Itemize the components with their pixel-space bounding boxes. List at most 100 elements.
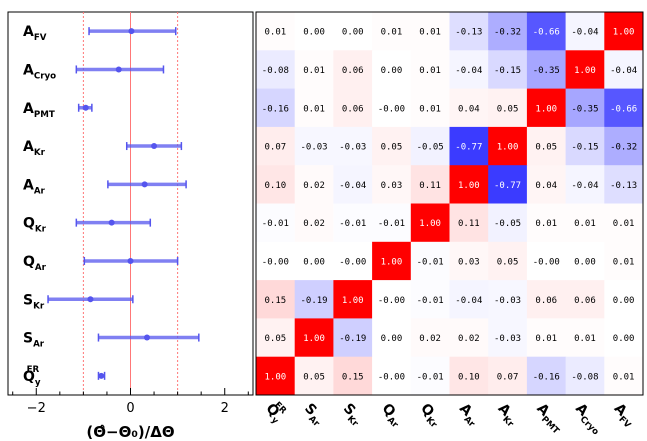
- pull-point: [87, 296, 94, 303]
- heatmap-cell-value: -0.15: [571, 143, 598, 153]
- heatmap-cell-value: 0.05: [535, 143, 557, 153]
- heatmap-cell: [333, 318, 373, 358]
- heatmap-cell-value: 0.00: [381, 66, 403, 76]
- heatmap-cell: [372, 241, 412, 281]
- heatmap-cell: [256, 280, 296, 319]
- heatmap-column-label: QKr: [415, 401, 445, 431]
- heatmap-cell-value: 0.00: [613, 334, 635, 344]
- heatmap-cell: [449, 203, 489, 243]
- heatmap-cell-value: -0.16: [533, 372, 560, 382]
- pull-row-label: ACryo: [23, 62, 56, 81]
- heatmap-column-label: APMT: [531, 401, 567, 437]
- heatmap-cell-value: -0.03: [494, 334, 521, 344]
- heatmap-cell-value: 0.01: [303, 104, 325, 114]
- heatmap-cell: [604, 356, 644, 396]
- heatmap-cell-value: -0.00: [378, 296, 405, 306]
- heatmap-cell: [410, 356, 450, 396]
- heatmap-cell: [488, 280, 528, 319]
- heatmap-cell: [604, 126, 644, 166]
- pull-row-label: APMT: [23, 101, 55, 120]
- heatmap-cell-value: 0.05: [497, 104, 519, 114]
- heatmap-cell-value: 0.00: [303, 28, 325, 38]
- heatmap-cell: [333, 50, 373, 90]
- heatmap-cell: [256, 12, 296, 51]
- heatmap-cell-value: 0.06: [574, 296, 596, 306]
- heatmap-cell-value: 0.04: [458, 104, 480, 114]
- heatmap-cell: [488, 50, 528, 90]
- heatmap-cell-value: 0.03: [458, 257, 480, 267]
- heatmap-cell-value: 0.03: [381, 181, 403, 191]
- heatmap-cell: [410, 318, 450, 358]
- heatmap-cell-value: 0.01: [419, 28, 441, 38]
- heatmap-cell-value: -0.03: [301, 143, 328, 153]
- heatmap-cell: [333, 241, 373, 281]
- heatmap-cell: [410, 280, 450, 319]
- heatmap-cell-value: -0.04: [571, 181, 598, 191]
- heatmap-cell: [449, 280, 489, 319]
- heatmap-cell-value: -0.01: [417, 296, 444, 306]
- pull-row-label: QyER: [23, 365, 41, 388]
- heatmap-cell: [526, 126, 567, 166]
- heatmap-cell: [372, 88, 412, 128]
- heatmap-cell: [256, 318, 296, 358]
- heatmap-cell: [488, 165, 528, 204]
- heatmap-cell: [565, 241, 605, 281]
- heatmap-cell-value: 0.06: [342, 66, 364, 76]
- heatmap-cell: [256, 126, 296, 166]
- pull-row-label: SKr: [23, 292, 45, 311]
- heatmap-cell: [372, 280, 412, 319]
- heatmap-cell: [256, 203, 296, 243]
- heatmap-column-label: SKr: [338, 401, 367, 430]
- heatmap-cell-value: 0.10: [265, 181, 287, 191]
- x-tick-label: −2: [27, 401, 46, 416]
- heatmap-cell-value: -0.66: [533, 28, 560, 38]
- heatmap-cell-value: -0.77: [494, 181, 521, 191]
- heatmap-cell-value: 0.06: [342, 104, 364, 114]
- heatmap-cell-value: 0.07: [265, 143, 287, 153]
- heatmap-cell: [256, 50, 296, 90]
- heatmap-cell-value: 0.01: [419, 66, 441, 76]
- heatmap-cell-value: 0.00: [613, 296, 635, 306]
- heatmap-cell: [604, 88, 644, 128]
- heatmap-cell-value: 1.00: [458, 181, 480, 191]
- heatmap-cell: [372, 203, 412, 243]
- heatmap-cell-value: -0.00: [378, 372, 405, 382]
- heatmap-cell-value: 1.00: [497, 143, 519, 153]
- heatmap-cell: [526, 280, 567, 319]
- heatmap-cell: [294, 241, 334, 281]
- pull-point: [128, 28, 135, 35]
- heatmap-cell: [333, 356, 373, 396]
- heatmap-cell-value: 0.01: [613, 257, 635, 267]
- heatmap-cell: [294, 12, 334, 51]
- heatmap-cell: [449, 165, 489, 204]
- heatmap-cell-value: 0.00: [574, 257, 596, 267]
- heatmap-column-label: AAr: [454, 401, 483, 430]
- heatmap-cell-value: 0.15: [265, 296, 287, 306]
- heatmap-cell: [604, 165, 644, 204]
- pull-row-label: AKr: [23, 139, 46, 158]
- heatmap-cell: [604, 203, 644, 243]
- heatmap-cell-value: 0.05: [381, 143, 403, 153]
- heatmap-column-label: QAr: [377, 401, 407, 431]
- heatmap-cell-value: 0.01: [535, 334, 557, 344]
- heatmap-cell: [565, 12, 605, 51]
- heatmap-cell-value: 0.00: [381, 334, 403, 344]
- pull-row-label: QKr: [23, 216, 47, 235]
- heatmap-cell: [333, 165, 373, 204]
- heatmap-cell: [526, 241, 567, 281]
- heatmap-cell: [449, 12, 489, 51]
- heatmap-cell: [294, 318, 334, 358]
- heatmap-cell: [526, 356, 567, 396]
- heatmap-cell: [410, 203, 450, 243]
- heatmap-cell-value: 0.01: [381, 28, 403, 38]
- heatmap-cell: [410, 126, 450, 166]
- heatmap-cell: [256, 241, 296, 281]
- pull-point: [143, 334, 150, 341]
- heatmap-cell-value: -0.13: [455, 28, 482, 38]
- heatmap-cell: [333, 203, 373, 243]
- heatmap-cell-value: 0.06: [535, 296, 557, 306]
- pull-row-label: QAr: [23, 254, 47, 273]
- heatmap-cell: [526, 88, 567, 128]
- heatmap-cell: [449, 88, 489, 128]
- heatmap-cell: [294, 280, 334, 319]
